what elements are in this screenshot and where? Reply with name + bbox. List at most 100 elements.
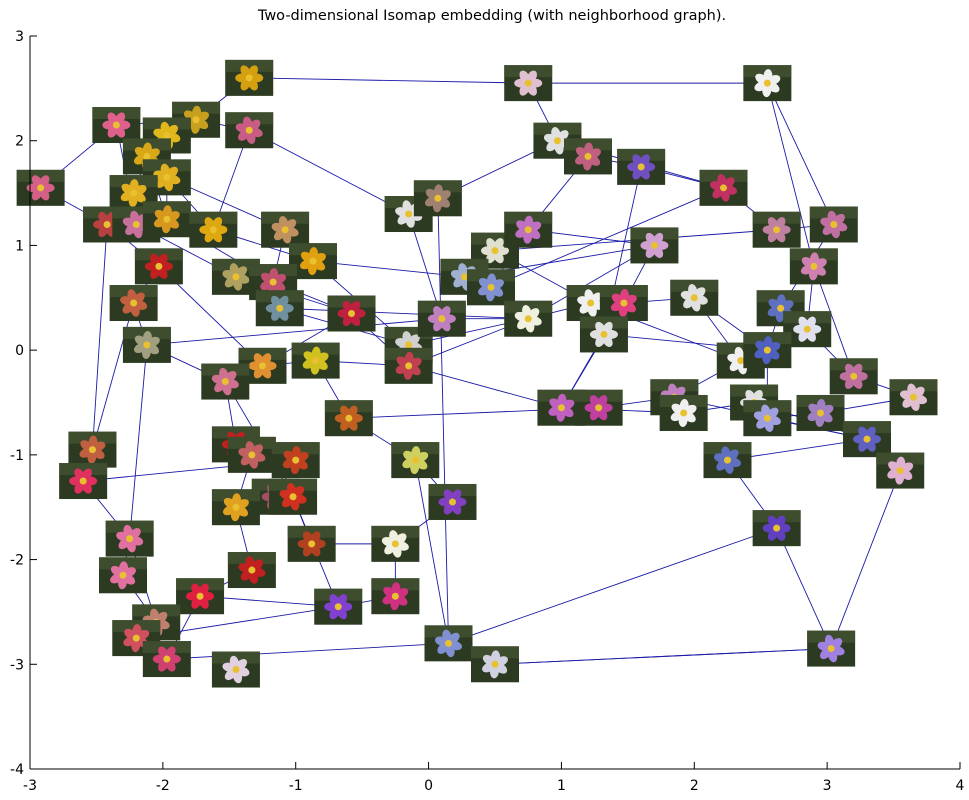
flower-thumbnail [122, 326, 171, 363]
embedding-points [16, 59, 938, 688]
flower-thumbnail [391, 442, 440, 479]
flower-thumbnail [703, 442, 752, 479]
flower-thumbnail [92, 107, 141, 144]
graph-edge [408, 365, 562, 409]
flower-thumbnail [579, 316, 628, 353]
flower-thumbnail [68, 431, 117, 468]
flower-thumbnail [796, 394, 845, 431]
graph-edge [414, 460, 449, 644]
flower-thumbnail [564, 138, 612, 175]
y-tick-label: -4 [10, 762, 24, 778]
x-tick-label: 2 [690, 778, 699, 794]
flower-thumbnail [809, 206, 858, 243]
x-tick-label: -2 [156, 778, 170, 794]
flower-thumbnail [16, 169, 65, 206]
flower-thumbnail [109, 285, 158, 322]
flower-thumbnail [225, 59, 274, 96]
graph-edge [448, 527, 777, 644]
flower-thumbnail [142, 201, 191, 238]
graph-edge [830, 470, 901, 649]
graph-edge [166, 642, 449, 660]
flower-thumbnail [99, 557, 147, 594]
y-tick-label: -2 [10, 553, 24, 569]
flower-thumbnail [371, 578, 420, 615]
flower-thumbnail [134, 248, 183, 285]
graph-edge [312, 260, 465, 278]
flower-thumbnail [211, 489, 260, 526]
graph-edge [146, 318, 442, 346]
flower-thumbnail [189, 211, 238, 248]
flower-thumbnail [109, 175, 158, 212]
flower-thumbnail [413, 180, 462, 217]
flower-thumbnail [752, 510, 801, 547]
graph-edge [776, 527, 832, 649]
flower-thumbnail [889, 379, 938, 416]
flower-thumbnail [504, 211, 553, 248]
graph-edge [813, 266, 855, 377]
graph-edge [129, 344, 148, 539]
flower-thumbnail [201, 363, 250, 400]
flower-thumbnail [599, 285, 648, 322]
flower-thumbnail [743, 332, 792, 369]
flower-thumbnail [829, 358, 878, 395]
flower-thumbnail [843, 421, 891, 458]
flower-thumbnail [574, 389, 623, 426]
flower-thumbnail [471, 646, 519, 683]
flower-thumbnail [756, 290, 805, 327]
x-tick-label: -3 [23, 778, 37, 794]
flower-thumbnail [384, 347, 433, 384]
flower-thumbnail [424, 625, 473, 662]
flower-thumbnail [807, 630, 856, 667]
flower-thumbnail [324, 400, 373, 437]
flower-thumbnail [225, 112, 274, 149]
flower-thumbnail [371, 525, 420, 562]
flower-thumbnail [743, 65, 792, 102]
flower-thumbnail [467, 269, 516, 306]
flower-thumbnail [876, 452, 925, 489]
flower-thumbnail [504, 300, 553, 337]
x-tick-label: 3 [823, 778, 832, 794]
graph-edge [437, 198, 449, 644]
y-tick-label: 1 [15, 238, 24, 254]
y-tick-label: 2 [15, 134, 24, 150]
y-tick-label: 0 [15, 343, 24, 359]
flower-thumbnail [261, 211, 310, 248]
x-tick-label: 1 [557, 778, 566, 794]
flower-thumbnail [176, 578, 225, 615]
y-tick-label: -1 [10, 448, 24, 464]
flower-thumbnail [255, 290, 304, 327]
flower-thumbnail [630, 227, 679, 264]
flower-thumbnail [417, 300, 466, 337]
flower-thumbnail [659, 394, 708, 431]
flower-thumbnail [428, 483, 477, 520]
graph-edge [494, 648, 832, 665]
flower-thumbnail [699, 169, 748, 206]
graph-edge [92, 302, 135, 450]
flower-thumbnail [743, 400, 792, 437]
flower-thumbnail [287, 525, 336, 562]
y-tick-label: 3 [15, 29, 24, 45]
flower-thumbnail [670, 279, 719, 316]
graph-edge [490, 187, 724, 288]
flower-thumbnail [327, 295, 376, 332]
flower-thumbnail [227, 552, 276, 589]
graph-edge [91, 224, 108, 450]
flower-thumbnail [105, 520, 154, 557]
flower-thumbnail [789, 248, 838, 285]
flower-thumbnail [752, 211, 801, 248]
x-tick-label: 4 [956, 778, 965, 794]
flower-thumbnail [504, 65, 553, 102]
x-tick-label: -1 [289, 778, 303, 794]
y-tick-label: -3 [10, 657, 24, 673]
flower-thumbnail [59, 463, 108, 500]
graph-edge [249, 129, 409, 215]
graph-edge [279, 307, 529, 320]
flower-thumbnail [617, 148, 666, 185]
flower-thumbnail [314, 588, 363, 625]
flower-thumbnail [211, 651, 260, 688]
flower-thumbnail [271, 442, 320, 479]
flower-thumbnail [291, 342, 340, 379]
flower-thumbnail [142, 641, 191, 678]
graph-edge [249, 77, 529, 84]
